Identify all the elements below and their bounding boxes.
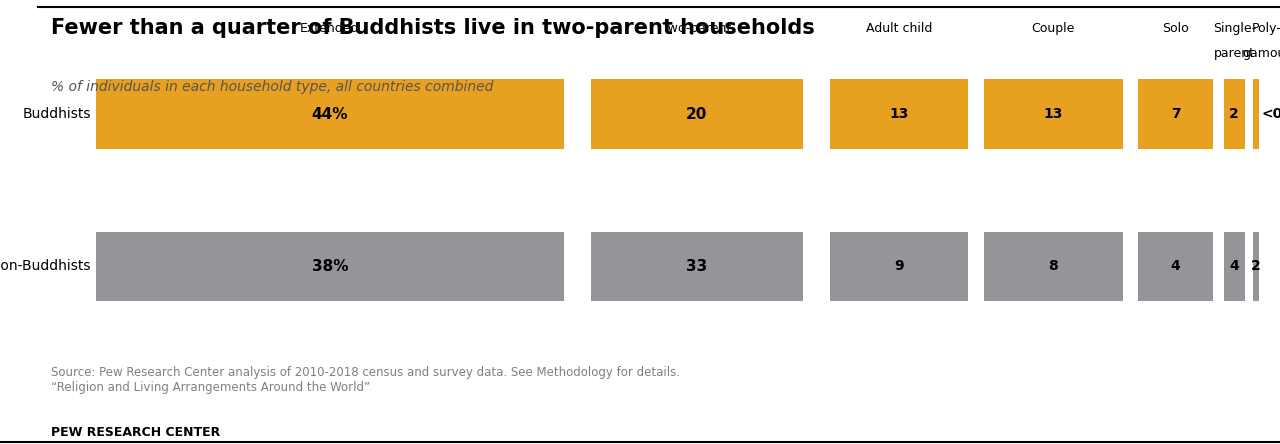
Text: 4: 4: [1229, 259, 1239, 274]
Text: Source: Pew Research Center analysis of 2010-2018 census and survey data. See Me: Source: Pew Research Center analysis of …: [51, 366, 680, 394]
Bar: [590, 231, 804, 301]
Text: Buddhists: Buddhists: [23, 107, 91, 121]
Text: Couple: Couple: [1032, 22, 1075, 35]
Text: PEW RESEARCH CENTER: PEW RESEARCH CENTER: [51, 426, 220, 439]
Bar: [1138, 231, 1213, 301]
Text: parent: parent: [1213, 47, 1254, 60]
Text: 2: 2: [1229, 107, 1239, 121]
Bar: [829, 231, 968, 301]
Text: 7: 7: [1171, 107, 1180, 121]
Bar: [1224, 231, 1245, 301]
Bar: [1253, 79, 1258, 149]
Text: Adult child: Adult child: [865, 22, 932, 35]
Bar: [96, 231, 564, 301]
Text: 2: 2: [1251, 259, 1261, 274]
Bar: [1253, 231, 1258, 301]
Text: Single-: Single-: [1212, 22, 1256, 35]
Text: 33: 33: [686, 259, 708, 274]
Bar: [984, 79, 1123, 149]
Text: 8: 8: [1048, 259, 1059, 274]
Text: Extended: Extended: [300, 22, 360, 35]
Bar: [1224, 79, 1245, 149]
Text: Two-parent: Two-parent: [662, 22, 732, 35]
Bar: [984, 231, 1123, 301]
Text: Poly-: Poly-: [1252, 22, 1280, 35]
Text: gamous: gamous: [1242, 47, 1280, 60]
Text: <0.5: <0.5: [1262, 107, 1280, 121]
Text: 13: 13: [1043, 107, 1064, 121]
Bar: [1138, 79, 1213, 149]
Text: 9: 9: [895, 259, 904, 274]
Text: Solo: Solo: [1162, 22, 1189, 35]
Text: % of individuals in each household type, all countries combined: % of individuals in each household type,…: [51, 80, 494, 94]
Text: 20: 20: [686, 107, 708, 122]
Bar: [96, 79, 564, 149]
Text: 38%: 38%: [311, 259, 348, 274]
Text: 4: 4: [1171, 259, 1180, 274]
Text: 13: 13: [890, 107, 909, 121]
Bar: [829, 79, 968, 149]
Bar: [590, 79, 804, 149]
Text: Non-Buddhists: Non-Buddhists: [0, 259, 91, 274]
Text: 44%: 44%: [311, 107, 348, 122]
Text: Fewer than a quarter of Buddhists live in two-parent households: Fewer than a quarter of Buddhists live i…: [51, 18, 815, 38]
